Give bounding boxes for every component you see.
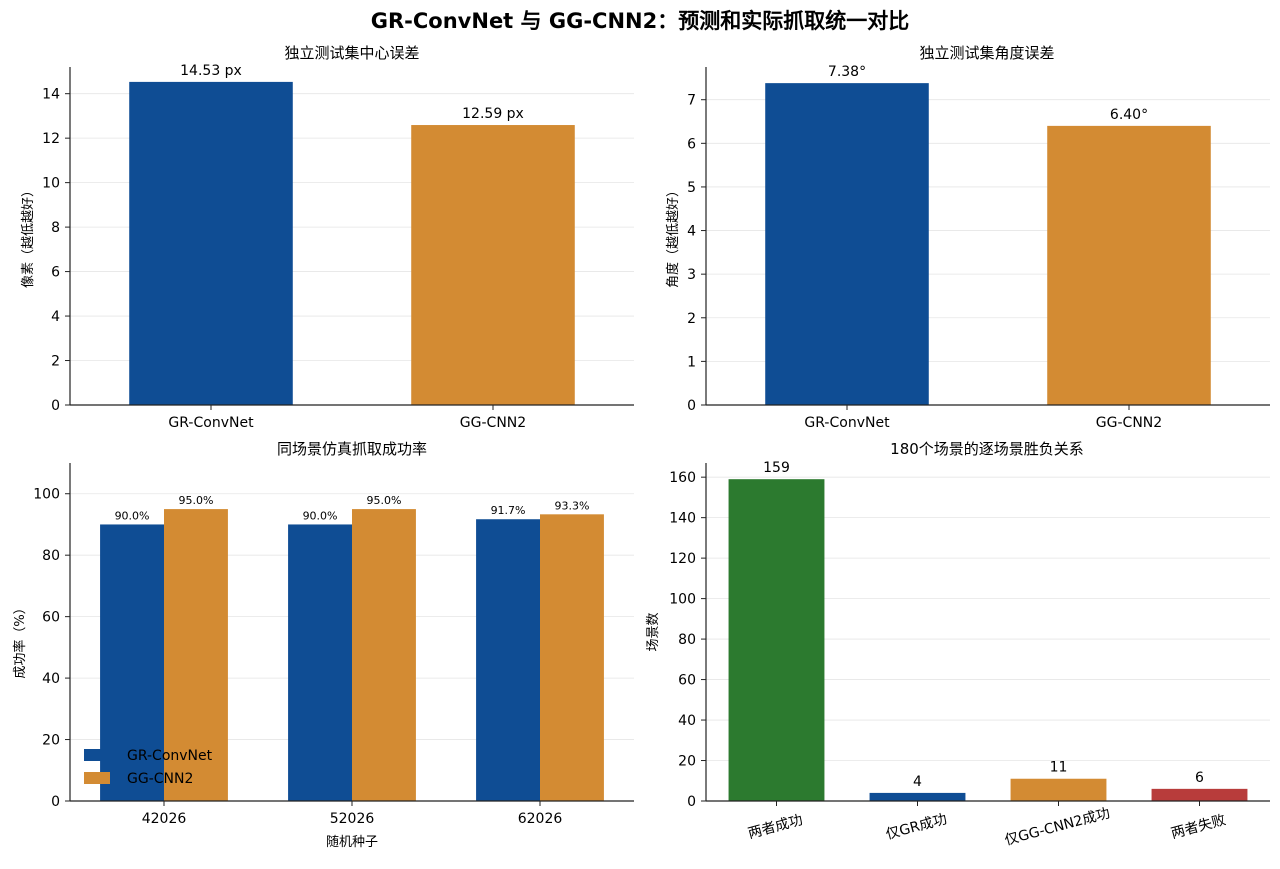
bar xyxy=(352,509,416,801)
bar-value-label: 90.0% xyxy=(303,509,338,522)
bar-value-label: 7.38° xyxy=(828,64,866,80)
panel-success-rate-title: 同场景仿真抓取成功率 xyxy=(277,440,427,458)
x-tick-label: 仅GR成功 xyxy=(884,811,949,843)
bar-value-label: 93.3% xyxy=(554,499,589,512)
bar-value-label: 6 xyxy=(1195,770,1204,786)
panel-angle-error-plot: 0 1 2 3 4 5 6 7 7.38° GR-ConvNet 6.40° GG-CNN2 xyxy=(687,64,1270,431)
y-tick-label: 5 xyxy=(687,180,696,196)
y-tick-label: 2 xyxy=(51,354,60,370)
figure-title: GR-ConvNet 与 GG-CNN2：预测和实际抓取统一对比 xyxy=(371,9,909,33)
legend-swatch-gg-cnn2 xyxy=(84,772,110,784)
bar-value-label: 11 xyxy=(1050,760,1068,776)
y-tick-label: 40 xyxy=(42,671,60,687)
y-tick-label: 60 xyxy=(42,610,60,626)
panel-success-rate-xlabel: 随机种子 xyxy=(326,835,378,850)
bar xyxy=(100,524,164,801)
y-tick-label: 0 xyxy=(51,794,60,810)
y-tick-label: 40 xyxy=(678,713,696,729)
bar xyxy=(411,125,575,406)
y-tick-label: 8 xyxy=(51,220,60,236)
bar xyxy=(540,514,604,801)
x-tick-label: 两者失败 xyxy=(1169,812,1227,842)
y-tick-label: 80 xyxy=(678,632,696,648)
y-tick-label: 6 xyxy=(51,265,60,281)
bar xyxy=(288,524,352,801)
bar-value-label: 6.40° xyxy=(1110,107,1148,123)
panel-success-rate: 同场景仿真抓取成功率 成功率（%） 随机种子 0 20 40 60 80 100 90.0%… xyxy=(12,440,634,850)
x-tick-label: GG-CNN2 xyxy=(1096,415,1162,431)
legend-label-gr-convnet: GR-ConvNet xyxy=(127,748,213,764)
y-tick-label: 140 xyxy=(669,511,696,527)
panel-success-rate-ylabel: 成功率（%） xyxy=(12,601,28,678)
y-tick-label: 0 xyxy=(51,398,60,414)
y-tick-label: 12 xyxy=(42,131,60,147)
y-tick-label: 6 xyxy=(687,136,696,152)
x-tick-label: GR-ConvNet xyxy=(168,415,254,431)
y-tick-label: 120 xyxy=(669,551,696,567)
y-tick-label: 100 xyxy=(33,487,60,503)
y-tick-label: 100 xyxy=(669,592,696,608)
panel-center-error-ylabel: 像素（越低越好） xyxy=(21,184,36,288)
bar-value-label: 95.0% xyxy=(178,494,213,507)
y-tick-label: 160 xyxy=(669,470,696,486)
bar xyxy=(1047,125,1211,406)
panel-angle-error: 独立测试集角度误差 角度（越低越好） 0 1 2 3 4 5 6 7 7.38° GR-ConvN… xyxy=(665,44,1270,431)
bar xyxy=(728,479,825,801)
x-tick-label: GG-CNN2 xyxy=(460,415,526,431)
y-tick-label: 80 xyxy=(42,548,60,564)
panel-center-error-plot: 0 2 4 6 8 10 12 14 14.53 px GR-ConvNet 12.59 px GG-… xyxy=(42,63,634,431)
bar-value-label: 95.0% xyxy=(366,494,401,507)
bar xyxy=(129,81,293,405)
x-tick-label: 两者成功 xyxy=(746,812,804,842)
y-tick-label: 20 xyxy=(42,733,60,749)
y-tick-label: 14 xyxy=(42,87,60,103)
y-tick-label: 4 xyxy=(687,224,696,240)
panel-center-error: 独立测试集中心误差 像素（越低越好） 0 2 4 6 8 10 12 14 14.53 px GR… xyxy=(21,44,634,431)
bar xyxy=(1151,788,1248,801)
x-tick-label: 42026 xyxy=(142,811,187,827)
x-tick-label: 52026 xyxy=(330,811,375,827)
y-tick-label: 0 xyxy=(687,398,696,414)
bar xyxy=(1010,778,1107,801)
y-tick-label: 7 xyxy=(687,93,696,109)
y-tick-label: 2 xyxy=(687,311,696,327)
panel-center-error-title: 独立测试集中心误差 xyxy=(284,44,419,62)
panel-angle-error-title: 独立测试集角度误差 xyxy=(919,44,1054,62)
bar-value-label: 90.0% xyxy=(115,509,150,522)
bar-value-label: 91.7% xyxy=(491,504,526,517)
y-tick-label: 1 xyxy=(687,354,696,370)
bar-value-label: 12.59 px xyxy=(462,106,524,122)
y-tick-label: 10 xyxy=(42,176,60,192)
y-tick-label: 60 xyxy=(678,673,696,689)
x-tick-label: 62026 xyxy=(518,811,563,827)
y-tick-label: 4 xyxy=(51,309,60,325)
bar xyxy=(164,509,228,801)
panel-angle-error-ylabel: 角度（越低越好） xyxy=(665,184,681,288)
x-tick-label: 仅GG-CNN2成功 xyxy=(1003,805,1112,849)
legend-label-gg-cnn2: GG-CNN2 xyxy=(127,771,193,787)
y-tick-label: 20 xyxy=(678,754,696,770)
panel-win-loss: 180个场景的逐场景胜负关系 场景数 0 20 40 60 80 100 120 140 160… xyxy=(646,440,1270,849)
y-tick-label: 3 xyxy=(687,267,696,283)
panel-win-loss-plot: 0 20 40 60 80 100 120 140 160 159 两者成功 4 仅GR成功 11 仅GG-… xyxy=(669,460,1270,849)
x-tick-label: GR-ConvNet xyxy=(804,415,890,431)
panel-win-loss-title: 180个场景的逐场景胜负关系 xyxy=(890,440,1084,458)
panel-win-loss-ylabel: 场景数 xyxy=(646,612,661,651)
legend-swatch-gr-convnet xyxy=(84,749,110,761)
legend: GR-ConvNet GG-CNN2 xyxy=(84,748,213,787)
y-tick-label: 0 xyxy=(687,794,696,810)
bar-value-label: 159 xyxy=(763,460,790,476)
bar-value-label: 4 xyxy=(913,774,922,790)
bar xyxy=(869,792,966,801)
bar xyxy=(765,83,929,405)
bar xyxy=(476,519,540,801)
bar-value-label: 14.53 px xyxy=(180,63,242,79)
panel-success-rate-plot: 0 20 40 60 80 100 90.0% 95.0% 42026 90.0% 95.0% 520… xyxy=(33,463,634,827)
